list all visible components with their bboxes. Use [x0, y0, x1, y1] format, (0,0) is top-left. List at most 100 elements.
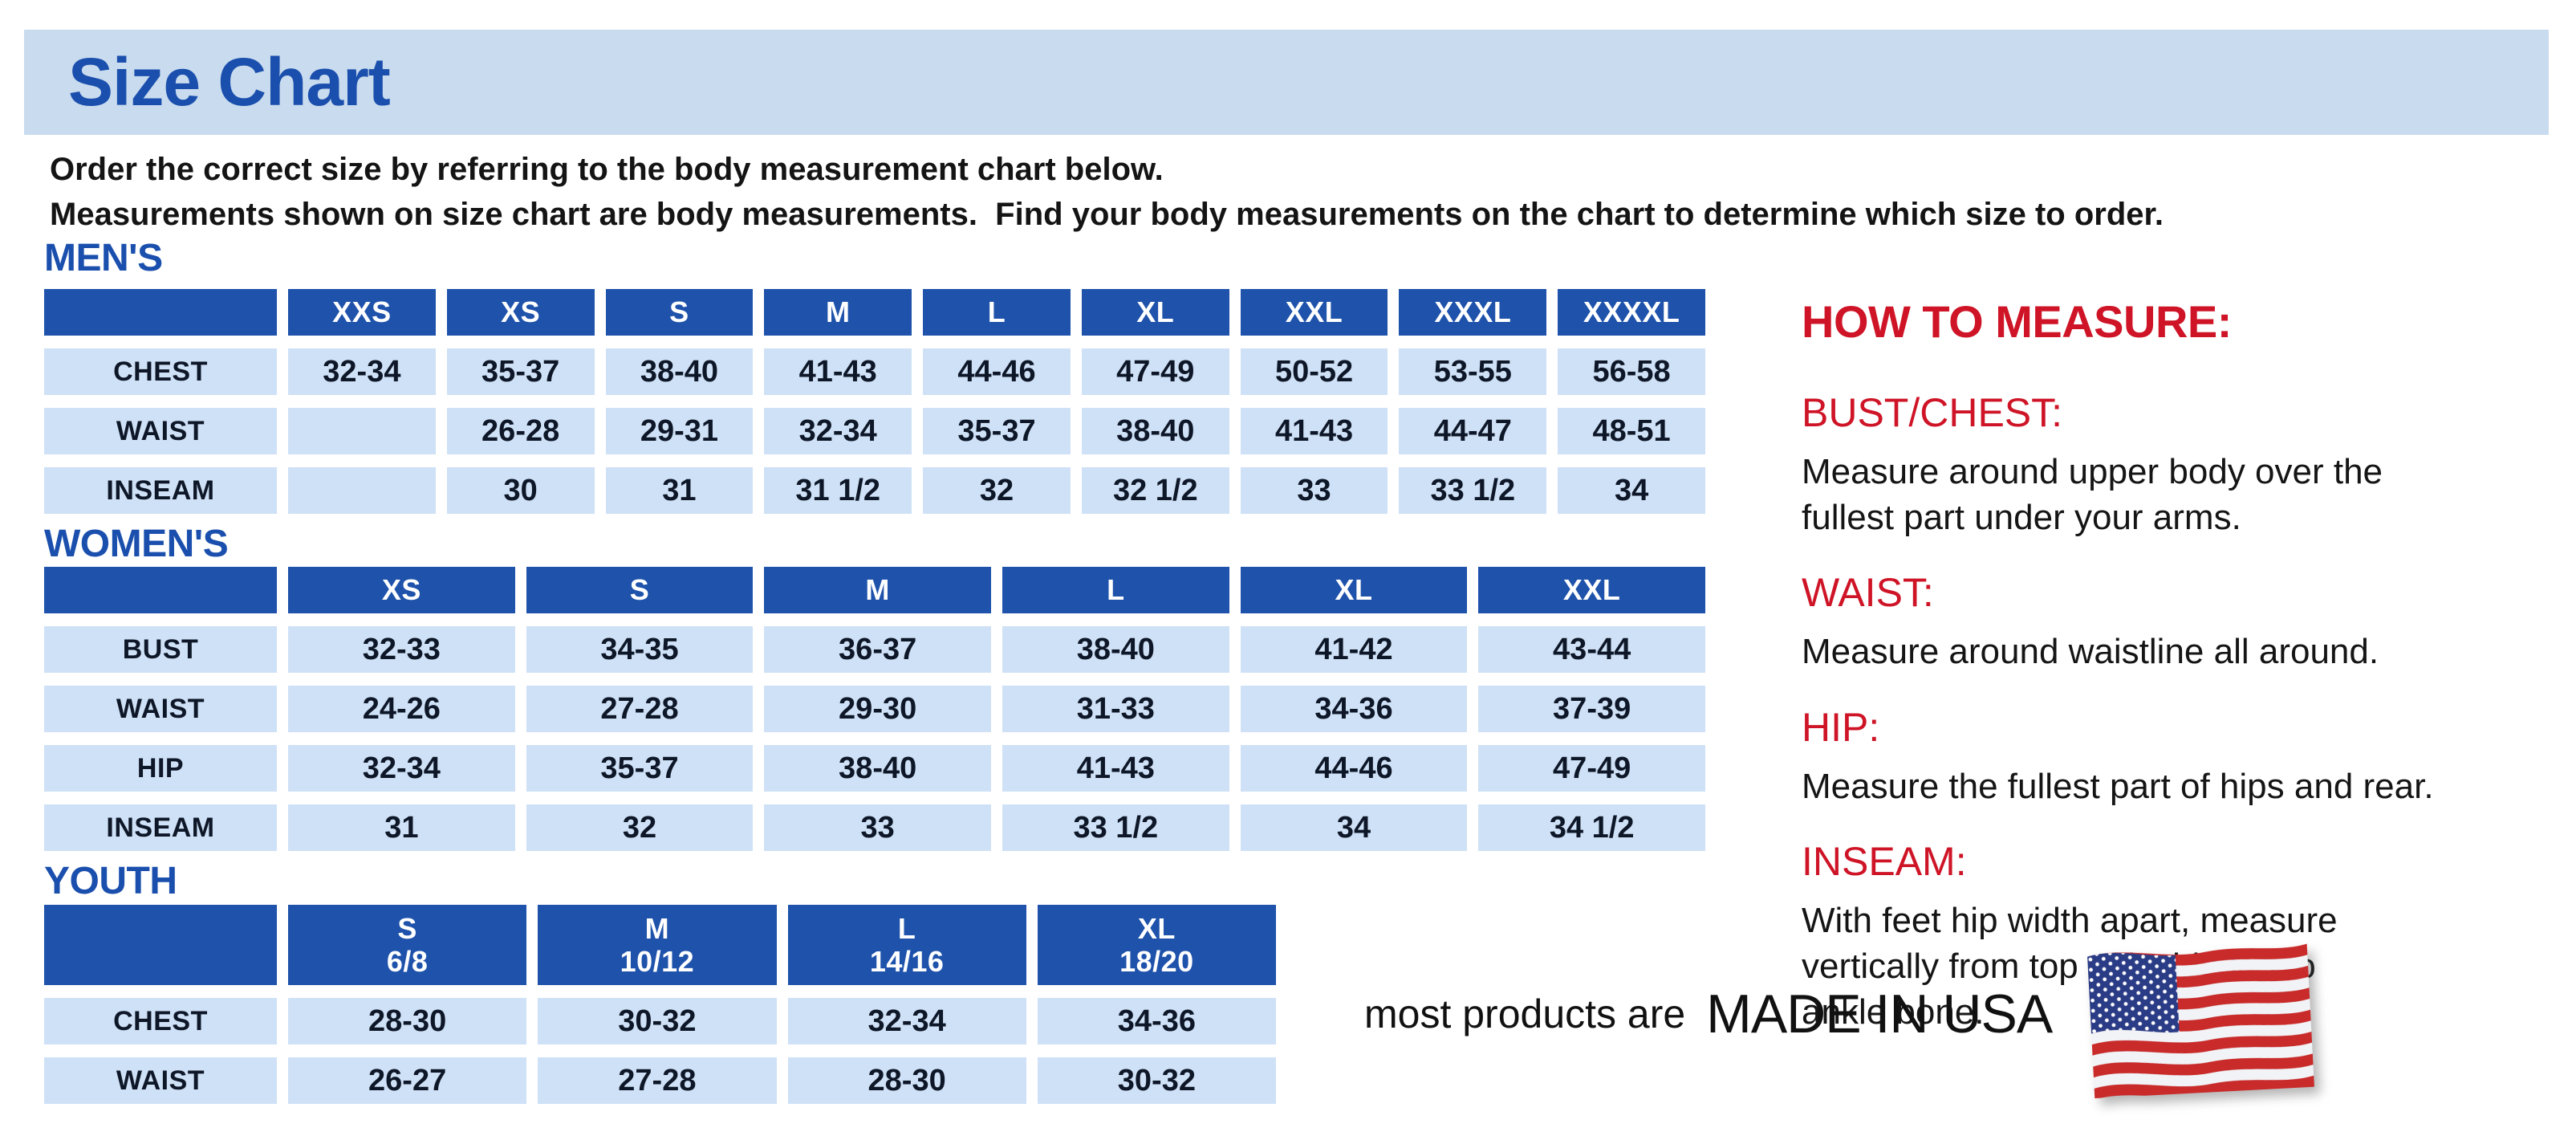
table-header-cell: XL — [1081, 289, 1229, 336]
table-cell: 44-46 — [923, 348, 1071, 395]
table-cell: 44-46 — [1240, 745, 1468, 792]
measure-item-label: WAIST: — [1802, 570, 1934, 616]
table-header-cell: L 14/16 — [787, 905, 1026, 985]
how-to-measure-section: HOW TO MEASURE: BUST/CHEST: Measure aroun… — [1802, 295, 2568, 1035]
table-cell: 35-37 — [923, 408, 1071, 454]
table-header-cell: XXL — [1240, 289, 1388, 336]
section-heading-mens: MEN'S — [44, 237, 163, 279]
table-cell: 34-36 — [1037, 998, 1276, 1044]
table-cell: 53-55 — [1399, 348, 1547, 395]
measure-item-label: INSEAM: — [1802, 838, 1967, 884]
table-row-label: BUST — [44, 626, 277, 673]
size-table-mens: XXS XS S M L XL XXL XXXL XXXXL CHEST 32-34 35-37 38-… — [44, 289, 1705, 514]
section-heading-womens: WOMEN'S — [44, 523, 229, 565]
intro-line-2: Measurements shown on size chart are bod… — [50, 197, 2164, 232]
table-header-cell: XXL — [1478, 567, 1705, 613]
table-row-label: CHEST — [44, 348, 277, 395]
table-row-label: WAIST — [44, 408, 277, 454]
table-header-cell: L — [923, 289, 1071, 336]
table-cell: 26-27 — [288, 1057, 527, 1104]
table-cell: 27-28 — [538, 1057, 777, 1104]
table-header-cell: XS — [446, 289, 595, 336]
table-header-cell — [44, 905, 277, 985]
title-banner: Size Chart — [24, 30, 2549, 135]
table-cell: 41-43 — [764, 348, 912, 395]
table-header-cell: S — [605, 289, 754, 336]
measure-item-label: HIP: — [1802, 704, 1880, 750]
table-cell: 34 1/2 — [1478, 804, 1705, 851]
table-cell: 33 — [1240, 467, 1388, 514]
table-cell: 32-34 — [288, 348, 436, 395]
made-in-usa-text: MADE IN USA — [1706, 983, 2053, 1044]
table-cell: 47-49 — [1081, 348, 1229, 395]
table-cell: 32-33 — [288, 626, 515, 673]
table-header-cell: M — [764, 289, 912, 336]
table-cell: 34-36 — [1240, 686, 1468, 732]
measure-item-label: BUST/CHEST: — [1802, 390, 2063, 435]
table-cell: 35-37 — [526, 745, 754, 792]
table-cell: 29-31 — [605, 408, 754, 454]
table-cell: 32-34 — [764, 408, 912, 454]
table-cell: 38-40 — [1081, 408, 1229, 454]
table-cell: 30-32 — [1037, 1057, 1276, 1104]
table-row-label: WAIST — [44, 686, 277, 732]
table-cell: 33 1/2 — [1399, 467, 1547, 514]
table-cell: 41-43 — [1002, 745, 1229, 792]
table-header-cell — [44, 289, 277, 336]
table-cell: 33 — [764, 804, 991, 851]
table-cell: 28-30 — [787, 1057, 1026, 1104]
table-header-cell: XL — [1240, 567, 1468, 613]
table-cell: 30 — [446, 467, 595, 514]
table-header-cell: S — [526, 567, 754, 613]
table-row-label: WAIST — [44, 1057, 277, 1104]
usa-flag-icon — [2087, 943, 2315, 1099]
table-cell: 48-51 — [1558, 408, 1705, 454]
table-cell: 34 — [1240, 804, 1468, 851]
table-cell: 24-26 — [288, 686, 515, 732]
table-cell: 29-30 — [764, 686, 991, 732]
size-table-womens: XS S M L XL XXL BUST 32-33 34-35 36-37 38-40 41-42 4… — [44, 567, 1705, 851]
table-cell: 26-28 — [446, 408, 595, 454]
table-header-cell: XS — [288, 567, 515, 613]
table-cell: 44-47 — [1399, 408, 1547, 454]
size-table-youth: S 6/8 M 10/12 L 14/16 XL 18/20 CHEST 28-30 30-… — [44, 905, 1276, 1104]
table-header-cell: XXXXL — [1558, 289, 1705, 336]
measure-item-text: Measure the fullest part of hips and rea… — [1802, 766, 2434, 806]
table-cell: 31-33 — [1002, 686, 1229, 732]
table-cell: 32 — [526, 804, 754, 851]
table-cell — [288, 467, 436, 514]
table-cell: 35-37 — [446, 348, 595, 395]
table-cell: 41-42 — [1240, 626, 1468, 673]
table-header-cell: M 10/12 — [538, 905, 777, 985]
table-cell: 37-39 — [1478, 686, 1705, 732]
page-title: Size Chart — [68, 44, 391, 120]
table-header-cell: XL 18/20 — [1037, 905, 1276, 985]
table-cell: 32 1/2 — [1081, 467, 1229, 514]
table-cell: 28-30 — [288, 998, 527, 1044]
table-row-label: INSEAM — [44, 467, 277, 514]
table-cell: 33 1/2 — [1002, 804, 1229, 851]
table-cell: 38-40 — [605, 348, 754, 395]
table-cell: 56-58 — [1558, 348, 1705, 395]
how-to-measure-title: HOW TO MEASURE: — [1802, 296, 2232, 347]
table-cell: 34-35 — [526, 626, 754, 673]
table-cell: 31 — [605, 467, 754, 514]
table-cell: 32-34 — [288, 745, 515, 792]
table-cell: 41-43 — [1240, 408, 1388, 454]
table-header-cell — [44, 567, 277, 613]
table-cell: 38-40 — [1002, 626, 1229, 673]
table-row-label: INSEAM — [44, 804, 277, 851]
table-header-cell: XXXL — [1399, 289, 1547, 336]
measure-item-text: Measure around upper body over the fulle… — [1802, 452, 2383, 538]
table-header-cell: XXS — [288, 289, 436, 336]
made-in-usa-prefix: most products are — [1364, 992, 1686, 1036]
footer-note: most products are MADE IN USA — [1364, 935, 2315, 1099]
table-cell: 30-32 — [538, 998, 777, 1044]
table-cell — [288, 408, 436, 454]
intro-line-1: Order the correct size by referring to t… — [50, 152, 1164, 187]
table-cell: 36-37 — [764, 626, 991, 673]
table-cell: 47-49 — [1478, 745, 1705, 792]
table-cell: 31 — [288, 804, 515, 851]
table-cell: 43-44 — [1478, 626, 1705, 673]
